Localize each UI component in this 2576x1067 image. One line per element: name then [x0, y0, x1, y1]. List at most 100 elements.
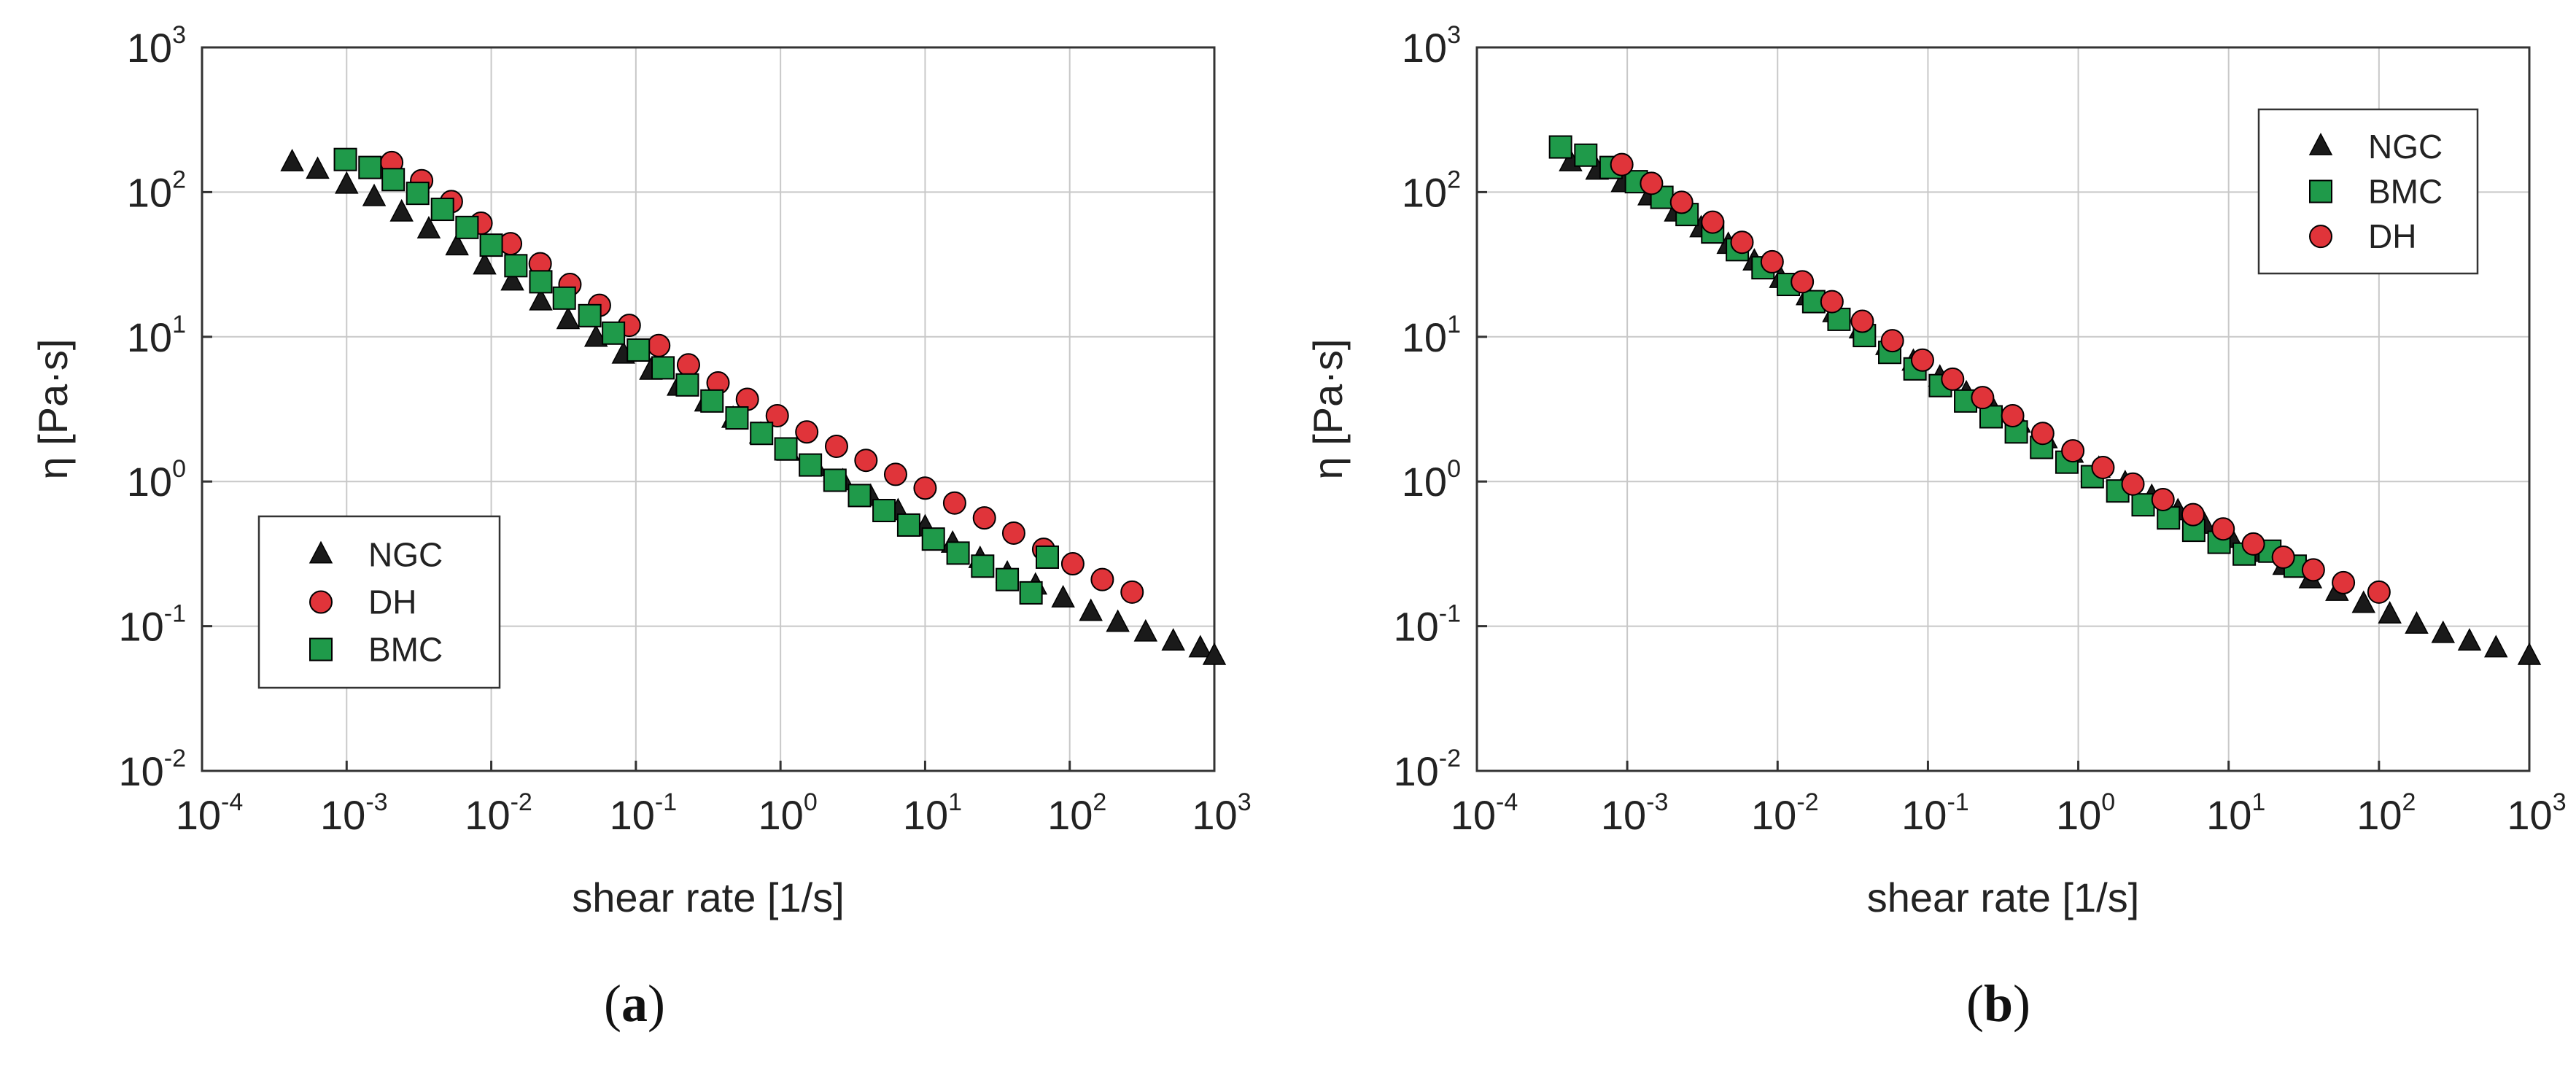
y-tick-label: 102	[1402, 166, 1461, 215]
data-point-dh	[676, 353, 700, 377]
y-tick-label: 10-2	[118, 745, 186, 794]
y-tick-label: 103	[127, 21, 186, 71]
data-point-ngc	[1188, 635, 1213, 658]
data-point-bmc	[455, 215, 479, 239]
legend-label-bmc: BMC	[2368, 173, 2443, 211]
data-point-bmc	[700, 389, 724, 413]
data-point-ngc	[1202, 642, 1227, 665]
data-point-bmc	[381, 168, 406, 192]
legend-box	[257, 515, 501, 689]
y-tick-label: 103	[1402, 21, 1461, 71]
x-tick-label: 103	[2507, 788, 2566, 838]
series-dh	[1610, 152, 2391, 604]
data-point-ngc	[529, 287, 553, 311]
data-point-ngc	[1161, 628, 1185, 651]
data-point-dh	[1060, 552, 1085, 576]
data-point-bmc	[406, 182, 430, 206]
y-tick-label: 100	[127, 455, 186, 505]
legend-label-ngc: NGC	[2368, 128, 2443, 166]
x-tick-label: 10-3	[320, 788, 388, 838]
data-point-ngc	[2351, 590, 2375, 613]
data-point-dh	[824, 434, 848, 458]
data-point-dh	[1120, 580, 1144, 604]
panel-caption: (a)	[604, 974, 665, 1033]
x-tick-label: 102	[2356, 788, 2416, 838]
data-point-bmc	[896, 513, 920, 537]
legend: NGC BMC DH	[2257, 108, 2479, 275]
data-point-dh	[2091, 455, 2115, 479]
data-point-bmc	[1574, 143, 1598, 167]
y-tick-label: 101	[1402, 311, 1461, 360]
data-point-bmc	[823, 468, 847, 492]
data-point-ngc	[306, 156, 330, 179]
data-point-dh	[795, 420, 819, 444]
data-point-dh	[913, 476, 937, 500]
data-point-bmc	[529, 270, 553, 294]
data-point-bmc	[750, 422, 774, 446]
x-axis-title: shear rate [1/s]	[1867, 874, 2140, 920]
y-tick-label: 102	[127, 166, 186, 215]
x-axis-title: shear rate [1/s]	[572, 874, 845, 920]
plot-area-frame	[201, 46, 1216, 772]
data-point-bmc	[578, 303, 602, 327]
data-point-ngc	[473, 252, 497, 275]
data-point-dh	[972, 506, 996, 530]
panel-caption: (b)	[1966, 974, 2030, 1033]
data-point-dh	[1910, 348, 1934, 372]
y-tick-label: 10-1	[1393, 600, 1461, 650]
data-point-ngc	[583, 324, 608, 347]
data-point-bmc	[799, 453, 823, 477]
data-point-ngc	[416, 216, 441, 238]
data-point-ngc	[2378, 601, 2402, 624]
x-tick-label: 10-2	[1751, 788, 1819, 838]
data-point-dh	[2301, 558, 2325, 582]
data-point-ngc	[280, 149, 304, 171]
data-point-ngc	[500, 268, 524, 291]
data-point-dh	[1669, 190, 1694, 214]
data-point-bmc	[504, 254, 528, 278]
data-point-ngc	[2457, 628, 2482, 651]
x-tick-label: 10-4	[1451, 788, 1518, 838]
data-point-ngc	[1051, 584, 1075, 608]
data-point-bmc	[1035, 545, 1059, 569]
data-point-dh	[1090, 567, 1114, 591]
data-point-bmc	[651, 356, 675, 380]
data-point-bmc	[333, 147, 357, 171]
y-tick-label: 10-1	[118, 600, 186, 650]
x-tick-label: 103	[1192, 788, 1251, 838]
legend-label-dh: DH	[2368, 217, 2416, 255]
data-point-bmc	[358, 155, 382, 179]
data-point-bmc	[430, 198, 454, 222]
data-point-bmc	[946, 541, 970, 565]
data-point-dh	[2181, 503, 2205, 527]
data-point-bmc	[971, 554, 995, 578]
x-tick-label: 101	[2206, 788, 2265, 838]
data-point-bmc	[921, 527, 945, 551]
data-point-bmc	[552, 286, 576, 310]
data-point-dh	[2271, 545, 2295, 569]
data-point-dh	[765, 403, 789, 427]
data-point-dh	[2211, 517, 2235, 541]
data-point-bmc	[1019, 581, 1043, 605]
chart-panel-a: 10-4 10-3 10-2 10-1 100 101 102 103 10-2 10-1 100 1…	[30, 21, 1252, 1033]
data-point-ngc	[362, 183, 387, 206]
legend-marker-ngc	[2308, 132, 2333, 155]
data-point-dh	[2151, 487, 2175, 511]
data-point-dh	[2001, 403, 2025, 427]
data-point-ngc	[389, 198, 414, 222]
legend-box	[2257, 108, 2479, 275]
data-point-dh	[1610, 152, 1634, 176]
data-point-dh	[2030, 422, 2055, 446]
data-point-ngc	[2517, 642, 2542, 665]
data-point-dh	[1850, 309, 1874, 333]
data-point-ngc	[2405, 611, 2429, 634]
data-point-ngc	[2484, 635, 2508, 658]
x-tick-label: 100	[759, 788, 818, 838]
x-tick-label: 10-3	[1601, 788, 1669, 838]
data-point-bmc	[675, 373, 699, 397]
data-point-bmc	[996, 567, 1020, 591]
data-point-dh	[1730, 230, 1754, 255]
data-point-ngc	[335, 171, 359, 194]
y-tick-label: 100	[1402, 455, 1461, 505]
